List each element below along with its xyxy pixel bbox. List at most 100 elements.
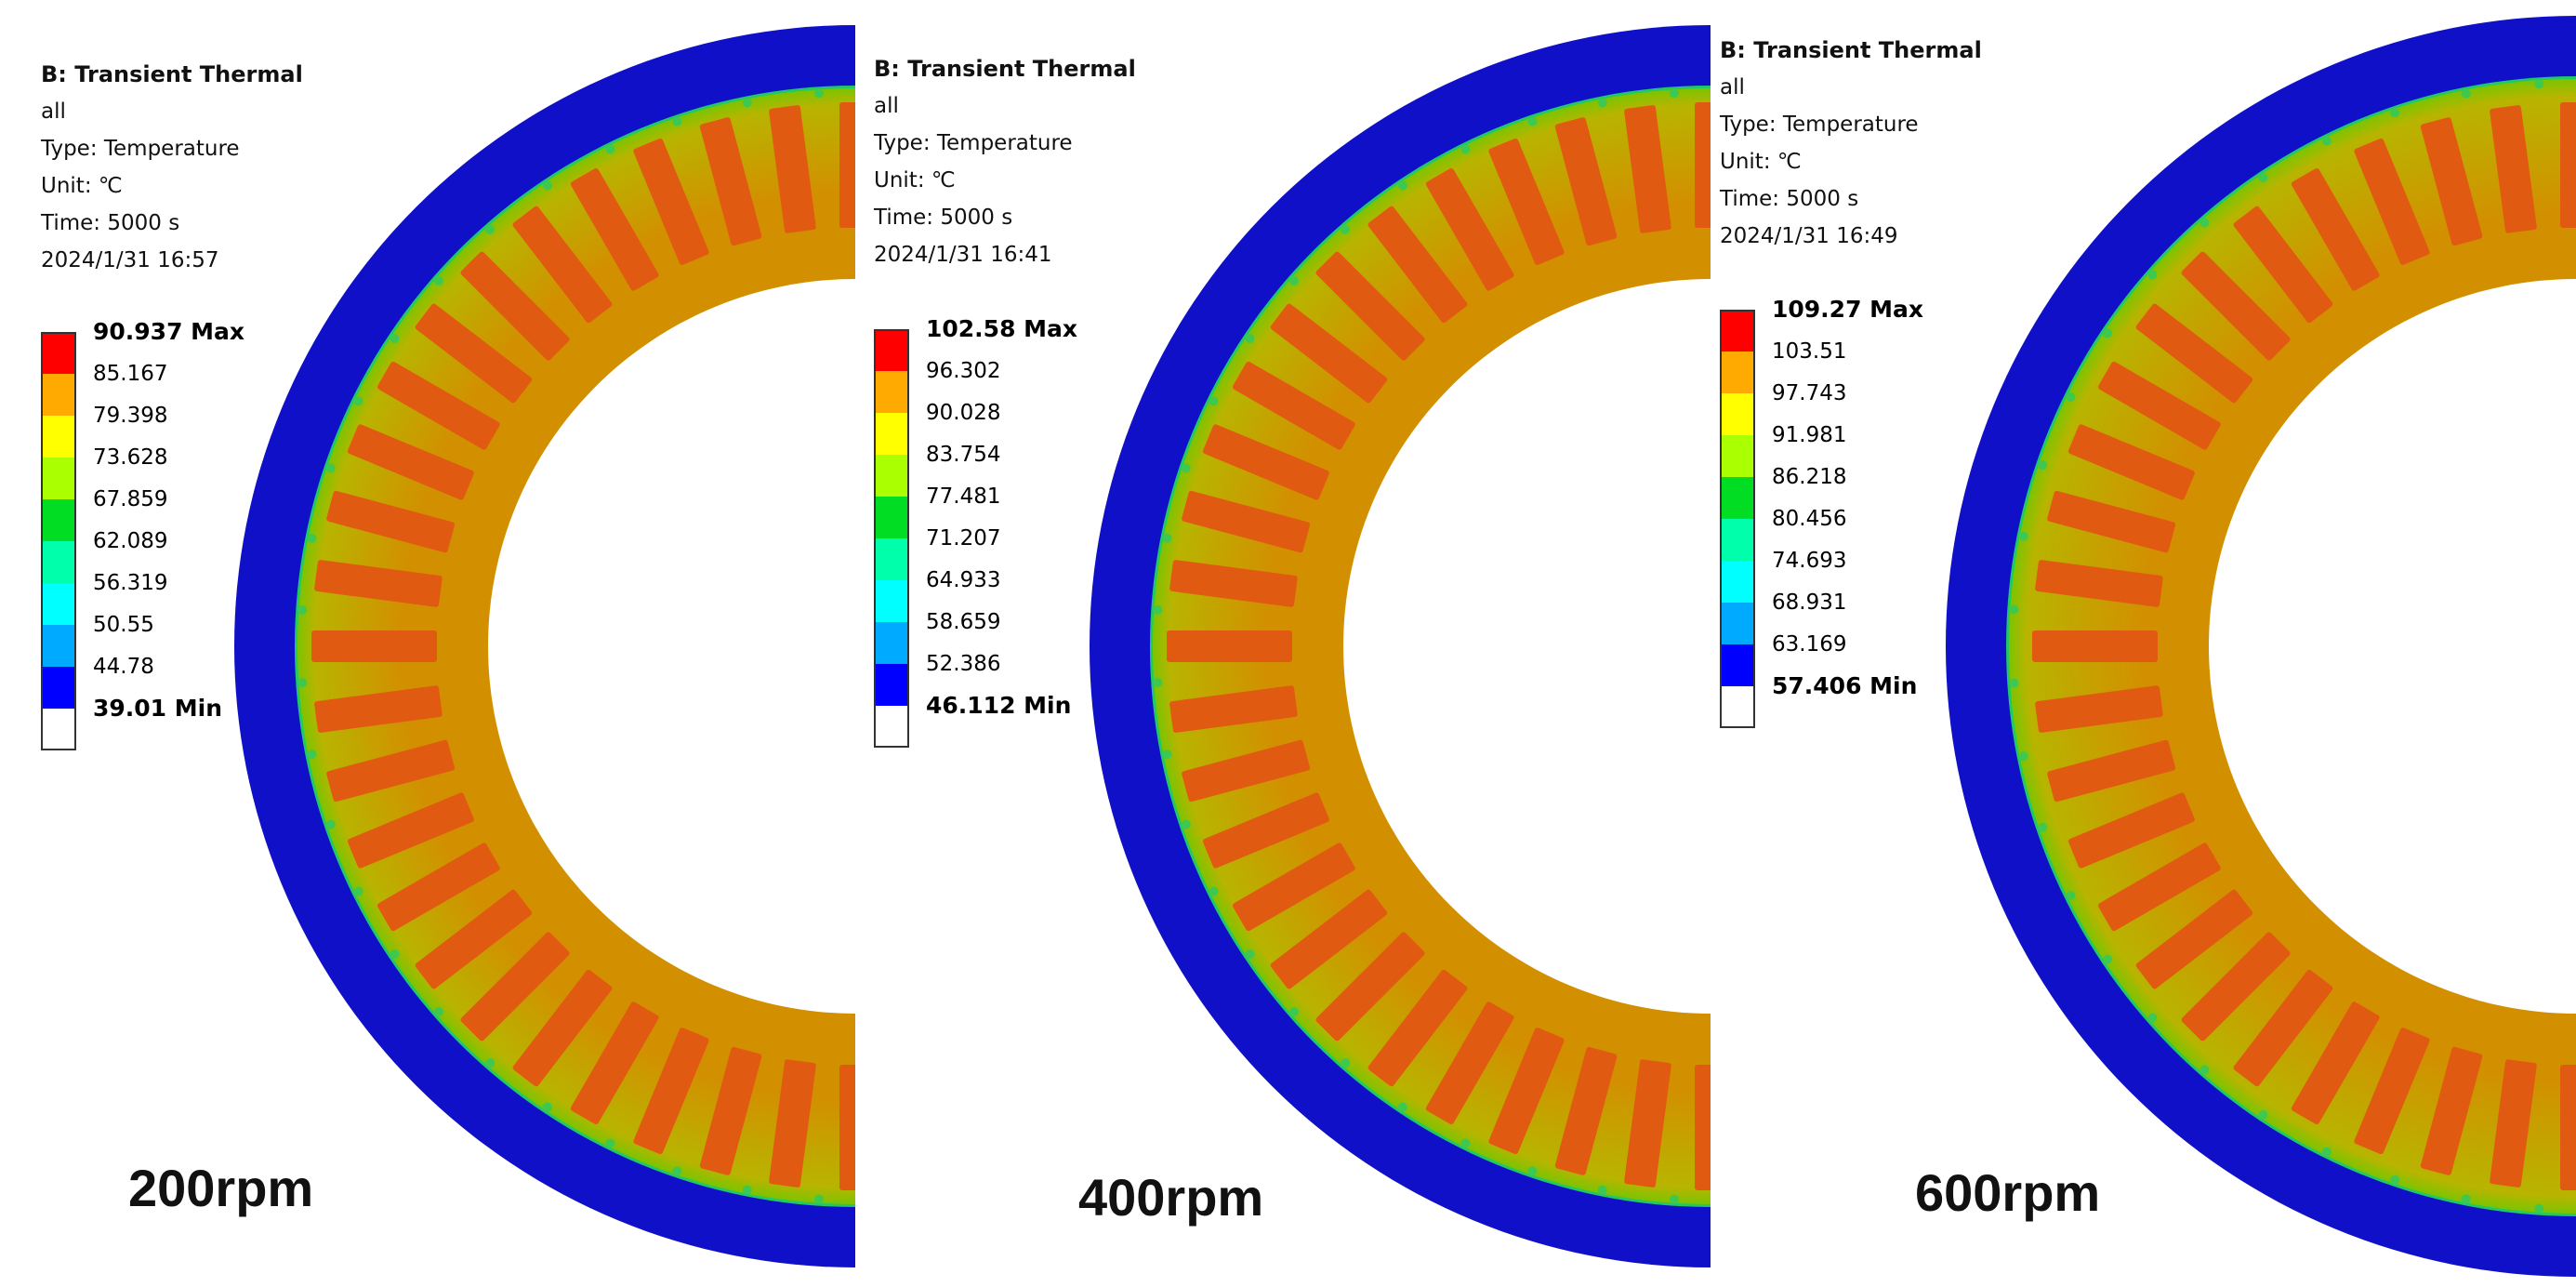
legend-value-label: 90.028 bbox=[926, 401, 1001, 425]
winding-slot bbox=[2490, 1059, 2537, 1187]
tooth-marker bbox=[542, 1102, 552, 1112]
legend-value-label: 80.456 bbox=[1772, 507, 1847, 531]
winding-slot bbox=[1270, 303, 1388, 404]
tooth-marker bbox=[2038, 822, 2048, 832]
winding-slot bbox=[769, 1059, 816, 1187]
tooth-marker bbox=[2461, 1194, 2471, 1204]
legend-value-label: 63.169 bbox=[1772, 632, 1847, 657]
winding-slot bbox=[460, 251, 570, 361]
tooth-marker bbox=[2066, 391, 2076, 402]
tooth-marker bbox=[1153, 605, 1163, 616]
winding-slot bbox=[1367, 969, 1468, 1087]
winding-slot bbox=[2097, 361, 2221, 450]
legend-swatch bbox=[874, 413, 909, 455]
tooth-marker bbox=[307, 750, 317, 760]
winding-slot bbox=[376, 843, 500, 932]
winding-slot bbox=[1202, 424, 1329, 500]
winding-slot bbox=[1554, 1046, 1618, 1175]
winding-slot bbox=[460, 932, 570, 1042]
tooth-marker bbox=[1209, 886, 1219, 896]
winding-slot bbox=[512, 969, 613, 1087]
winding-slot bbox=[1182, 490, 1311, 553]
legend-value-label: 50.55 bbox=[93, 613, 154, 637]
winding-slot bbox=[1182, 739, 1311, 803]
legend-swatch bbox=[874, 580, 909, 622]
speed-label: 600rpm bbox=[1915, 1163, 2101, 1222]
stator-bore bbox=[2209, 279, 2576, 1014]
tooth-marker bbox=[1341, 1058, 1351, 1068]
legend-swatch bbox=[1720, 561, 1755, 603]
tooth-marker bbox=[2066, 891, 2076, 901]
result-timestamp: 2024/1/31 16:49 bbox=[1720, 224, 1898, 248]
tooth-marker bbox=[1341, 224, 1351, 234]
tooth-marker bbox=[307, 533, 317, 543]
winding-slot bbox=[415, 303, 533, 404]
tooth-marker bbox=[1288, 1006, 1299, 1016]
winding-slot bbox=[1367, 206, 1468, 324]
winding-slot bbox=[2560, 102, 2576, 228]
tooth-marker bbox=[1597, 98, 1607, 108]
legend-value-label: 91.981 bbox=[1772, 423, 1847, 447]
winding-slot bbox=[2035, 560, 2163, 607]
tooth-marker bbox=[1597, 1185, 1607, 1195]
winding-slot bbox=[1554, 117, 1618, 246]
tooth-marker bbox=[2258, 173, 2268, 183]
winding-slot bbox=[769, 105, 816, 233]
winding-slot bbox=[2490, 105, 2537, 233]
winding-slot bbox=[1488, 138, 1565, 265]
analysis-title: B: Transient Thermal bbox=[874, 56, 1136, 82]
tooth-marker bbox=[1209, 396, 1219, 406]
winding-slot bbox=[2291, 167, 2380, 291]
result-info: B: Transient Thermal all Type: Temperatu… bbox=[1720, 32, 1982, 255]
tooth-marker bbox=[1527, 116, 1538, 126]
legend-swatch bbox=[874, 329, 909, 371]
winding-slot bbox=[699, 117, 762, 246]
tooth-marker bbox=[2009, 678, 2019, 688]
tooth-marker bbox=[390, 949, 400, 960]
tooth-marker bbox=[814, 1194, 825, 1204]
legend-swatch bbox=[41, 499, 76, 541]
legend-value-label: 62.089 bbox=[93, 529, 168, 553]
winding-slot bbox=[1425, 167, 1514, 291]
winding-slot bbox=[1624, 1059, 1671, 1187]
result-time: Time: 5000 s bbox=[41, 211, 180, 235]
legend-value-label: 56.319 bbox=[93, 571, 168, 595]
winding-slot bbox=[1315, 251, 1425, 361]
tooth-marker bbox=[2103, 328, 2113, 338]
winding-slot bbox=[2420, 117, 2483, 246]
tooth-marker bbox=[2390, 108, 2400, 118]
winding-slot bbox=[2047, 490, 2176, 553]
legend-value-label: 58.659 bbox=[926, 610, 1001, 634]
legend-max-label: 90.937 Max bbox=[93, 318, 245, 345]
legend-value-label: 77.481 bbox=[926, 484, 1001, 509]
legend-value-label: 74.693 bbox=[1772, 549, 1847, 573]
tooth-marker bbox=[2147, 1013, 2158, 1023]
stator-temperature-plot bbox=[1090, 25, 1711, 1267]
winding-slot bbox=[1232, 361, 1355, 450]
result-info: B: Transient Thermal all Type: Temperatu… bbox=[41, 56, 303, 279]
winding-slot bbox=[1315, 932, 1425, 1042]
tooth-marker bbox=[542, 180, 552, 191]
legend-value-label: 85.167 bbox=[93, 362, 168, 386]
tooth-marker bbox=[485, 1058, 495, 1068]
winding-slot bbox=[1270, 889, 1388, 989]
winding-slot bbox=[311, 630, 437, 662]
tooth-marker bbox=[2009, 604, 2019, 615]
tooth-marker bbox=[433, 276, 443, 286]
tooth-marker bbox=[1162, 533, 1172, 543]
result-panel-200rpm: B: Transient Thermal all Type: Temperatu… bbox=[0, 0, 855, 1287]
result-unit: Unit: ℃ bbox=[874, 168, 956, 192]
tooth-marker bbox=[2534, 1203, 2544, 1214]
winding-slot bbox=[2420, 1046, 2483, 1175]
winding-slot bbox=[347, 424, 474, 500]
legend-swatch bbox=[41, 374, 76, 416]
result-type: Type: Temperature bbox=[41, 137, 240, 161]
legend-swatch bbox=[1720, 644, 1755, 686]
winding-slot bbox=[2354, 1028, 2430, 1155]
winding-slot bbox=[570, 1002, 659, 1125]
analysis-title: B: Transient Thermal bbox=[1720, 37, 1982, 63]
tooth-marker bbox=[605, 1138, 615, 1148]
winding-slot bbox=[415, 889, 533, 989]
tooth-marker bbox=[353, 886, 363, 896]
winding-slot bbox=[2291, 1002, 2380, 1125]
